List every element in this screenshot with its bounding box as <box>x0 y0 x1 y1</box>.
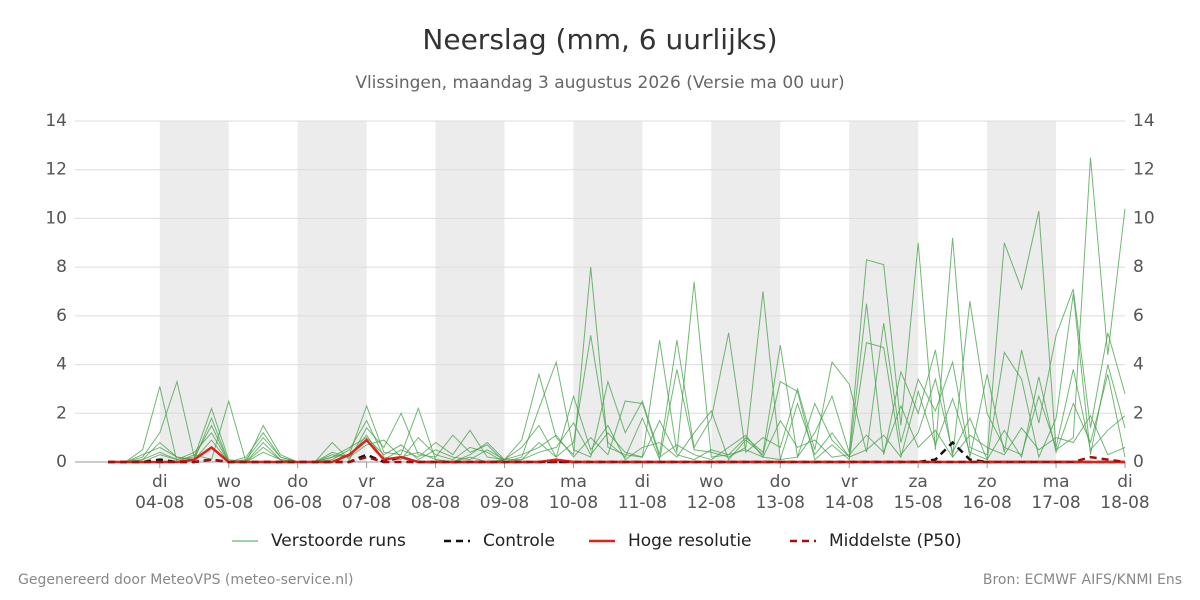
day-band <box>573 121 643 462</box>
x-tick-label: 15-08 <box>893 493 942 513</box>
day-band <box>435 121 505 462</box>
x-tick-label: 13-08 <box>756 493 805 513</box>
y-tick-label: 14 <box>45 111 67 131</box>
x-tick-label: 11-08 <box>618 493 667 513</box>
y-tick-label: 4 <box>56 355 67 375</box>
y2-tick-label: 8 <box>1133 257 1144 277</box>
legend-label: Hoge resolutie <box>628 531 752 551</box>
legend-label: Controle <box>483 531 555 551</box>
ensemble-line <box>108 288 1126 463</box>
x-tick-day: zo <box>977 472 996 492</box>
x-tick-day: vr <box>841 472 858 492</box>
y-tick-label: 6 <box>56 306 67 326</box>
y2-tick-label: 4 <box>1133 355 1144 375</box>
x-tick-label: 05-08 <box>204 493 253 513</box>
x-tick-day: di <box>1117 472 1133 492</box>
labels: 0246810121402468101214di04-08wo05-08do06… <box>45 111 1154 551</box>
x-tick-day: di <box>635 472 651 492</box>
y2-tick-label: 12 <box>1133 160 1155 180</box>
x-tick-label: 06-08 <box>273 493 322 513</box>
x-tick-label: 17-08 <box>1031 493 1080 513</box>
x-tick-day: ma <box>560 472 587 492</box>
x-tick-day: za <box>908 472 927 492</box>
day-band <box>987 121 1057 462</box>
series-line <box>108 455 1126 464</box>
x-tick-day: vr <box>358 472 375 492</box>
ensemble-line <box>108 157 1126 464</box>
x-tick-day: ma <box>1043 472 1070 492</box>
day-band <box>297 121 367 462</box>
ensemble-line <box>108 374 1126 463</box>
y2-tick-label: 6 <box>1133 306 1144 326</box>
y2-tick-label: 10 <box>1133 208 1155 228</box>
x-tick-label: 07-08 <box>342 493 391 513</box>
plot-lines <box>108 157 1126 464</box>
day-band <box>159 121 229 462</box>
y-tick-label: 0 <box>56 452 67 472</box>
x-tick-day: zo <box>495 472 514 492</box>
day-band <box>711 121 781 462</box>
footer-left: Gegenereerd door MeteoVPS (meteo-service… <box>18 572 353 588</box>
y2-tick-label: 2 <box>1133 403 1144 423</box>
x-tick-day: do <box>770 472 791 492</box>
day-bands <box>159 121 1057 462</box>
footer-right: Bron: ECMWF AIFS/KNMI Ens <box>983 572 1182 588</box>
x-tick-label: 09-08 <box>480 493 529 513</box>
y-tick-label: 10 <box>45 208 67 228</box>
legend-label: Middelste (P50) <box>829 531 962 551</box>
x-tick-label: 08-08 <box>411 493 460 513</box>
y-tick-label: 2 <box>56 403 67 423</box>
chart-title: Neerslag (mm, 6 uurlijks) <box>422 23 777 56</box>
x-tick-label: 12-08 <box>687 493 736 513</box>
day-band <box>849 121 919 462</box>
legend-label: Verstoorde runs <box>271 531 406 551</box>
x-tick-day: za <box>426 472 445 492</box>
y-tick-label: 8 <box>56 257 67 277</box>
x-tick-day: di <box>152 472 168 492</box>
chart-subtitle: Vlissingen, maandag 3 augustus 2026 (Ver… <box>355 73 844 93</box>
x-tick-day: do <box>287 472 308 492</box>
y2-tick-label: 14 <box>1133 111 1155 131</box>
x-tick-label: 16-08 <box>962 493 1011 513</box>
x-tick-label: 18-08 <box>1100 493 1149 513</box>
x-tick-label: 04-08 <box>135 493 184 513</box>
x-tick-label: 14-08 <box>825 493 874 513</box>
ensemble-line <box>108 404 1126 463</box>
y-tick-label: 12 <box>45 160 67 180</box>
x-tick-label: 10-08 <box>549 493 598 513</box>
y2-tick-label: 0 <box>1133 452 1144 472</box>
x-tick-day: wo <box>699 472 723 492</box>
x-tick-day: wo <box>217 472 241 492</box>
